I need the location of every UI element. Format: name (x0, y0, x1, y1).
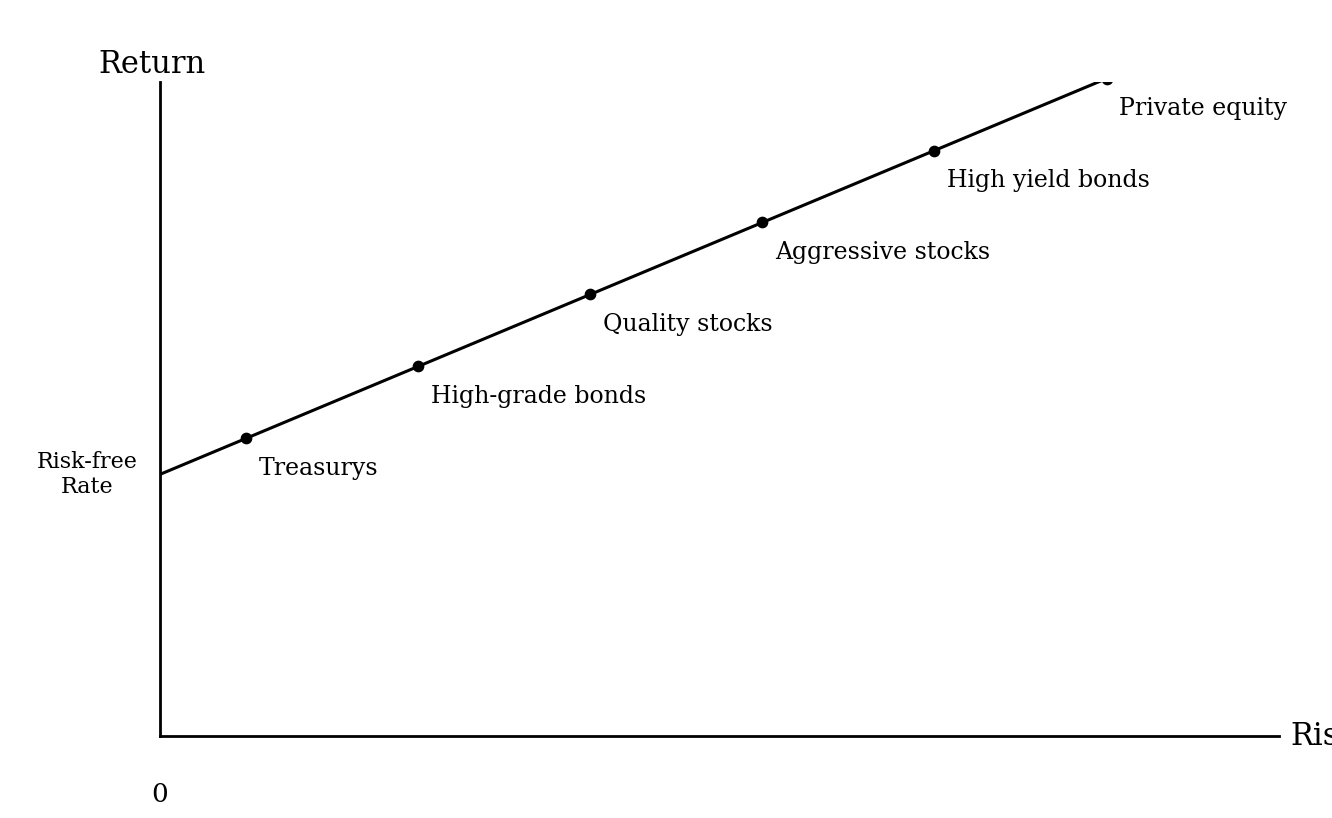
Point (1096, 72, 1118, 85)
Text: High-grade bonds: High-grade bonds (432, 384, 646, 408)
Point (236, 432, 257, 445)
Point (751, 216, 773, 229)
Text: High yield bonds: High yield bonds (947, 169, 1151, 192)
Point (924, 144, 946, 157)
Text: Risk: Risk (1289, 721, 1332, 752)
Text: Quality stocks: Quality stocks (603, 312, 773, 336)
Text: Return: Return (99, 49, 205, 80)
Text: Risk-free
Rate: Risk-free Rate (36, 451, 137, 498)
Point (408, 360, 429, 373)
Point (579, 288, 601, 301)
Text: 0: 0 (152, 782, 168, 807)
Text: Private equity: Private equity (1119, 97, 1288, 120)
Text: Treasurys: Treasurys (258, 456, 378, 480)
Text: Aggressive stocks: Aggressive stocks (775, 240, 991, 264)
